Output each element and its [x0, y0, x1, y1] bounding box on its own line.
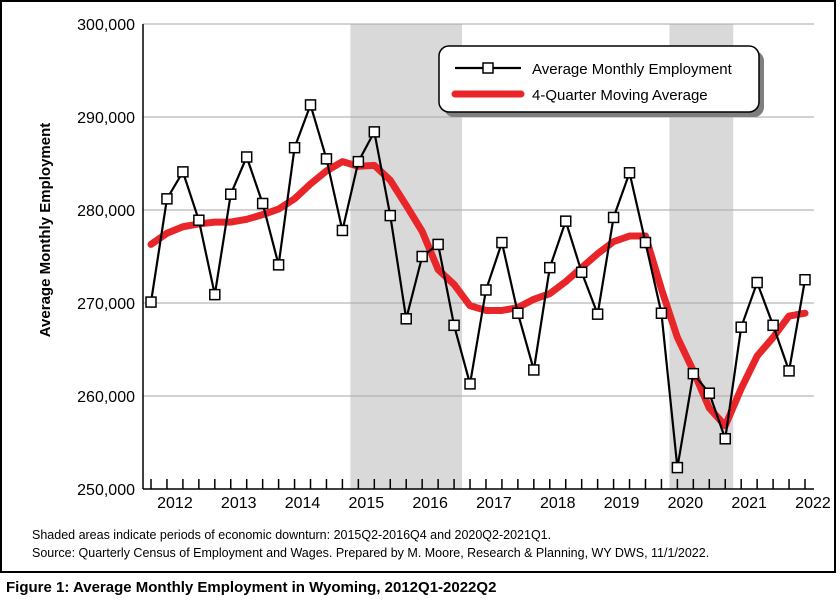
employment-point: [161, 193, 173, 205]
y-tick-label: 250,000: [77, 482, 135, 499]
employment-point: [448, 319, 460, 332]
employment-point: [209, 288, 221, 301]
employment-point: [177, 166, 189, 178]
legend-label-employment: Average Monthly Employment: [532, 61, 733, 78]
employment-point: [368, 126, 381, 138]
employment-point: [384, 209, 397, 222]
employment-point: [512, 307, 524, 319]
employment-point: [735, 321, 747, 333]
employment-point: [703, 387, 716, 399]
employment-point: [240, 151, 253, 163]
employment-point: [464, 378, 476, 390]
employment-point: [320, 153, 333, 165]
x-tick-label: 2017: [476, 495, 512, 512]
x-tick-label: 2021: [731, 495, 767, 512]
x-tick-label: 2013: [221, 495, 257, 512]
employment-point: [416, 250, 428, 263]
employment-point: [304, 99, 317, 111]
legend-label-moving-average: 4-Quarter Moving Average: [532, 87, 708, 104]
series-layer: [145, 99, 811, 474]
x-tick-label: 2020: [668, 495, 704, 512]
x-tick-label: 2022: [795, 495, 831, 512]
employment-point: [432, 238, 444, 251]
chart-frame: 300,000 290,000 280,000 270,000 260,000 250,0…: [0, 0, 836, 573]
employment-point: [336, 224, 349, 237]
y-tick-label: 290,000: [77, 110, 135, 127]
employment-point: [288, 141, 301, 154]
x-tick-label: 2012: [157, 495, 193, 512]
employment-point: [225, 188, 237, 200]
figure-caption: Figure 1: Average Monthly Employment in …: [6, 579, 497, 596]
employment-point: [559, 215, 572, 227]
legend-employment-marker: [482, 62, 494, 74]
employment-point: [799, 274, 811, 286]
employment-point: [575, 266, 588, 279]
x-tick-label: 2016: [412, 495, 448, 512]
employment-point: [655, 307, 668, 319]
x-tick-label: 2019: [604, 495, 640, 512]
y-tick-label: 300,000: [77, 17, 135, 34]
y-axis-label: Average Monthly Employment: [37, 123, 54, 337]
y-tick-label: 270,000: [77, 296, 135, 313]
employment-point: [352, 155, 365, 168]
x-tick-label: 2015: [349, 495, 385, 512]
x-tick-label: 2018: [540, 495, 576, 512]
y-tick-label: 260,000: [77, 389, 135, 406]
employment-point: [783, 365, 795, 377]
x-tick-label: 2014: [285, 495, 321, 512]
employment-point: [719, 433, 731, 445]
employment-point: [400, 313, 412, 325]
employment-point: [639, 236, 652, 249]
employment-point: [591, 308, 604, 320]
employment-point: [751, 276, 763, 289]
axes-layer: 300,000 290,000 280,000 270,000 260,000 250,0…: [77, 17, 831, 512]
employment-point: [145, 296, 157, 308]
employment-point: [480, 284, 492, 296]
employment-point: [528, 364, 540, 376]
employment-point: [687, 367, 700, 380]
employment-chart: 300,000 290,000 280,000 270,000 260,000 250,0…: [37, 17, 831, 512]
source-note: Source: Quarterly Census of Employment a…: [32, 546, 710, 560]
shading-note: Shaded areas indicate periods of economi…: [32, 528, 552, 542]
employment-point: [767, 319, 779, 332]
employment-point: [607, 211, 620, 224]
y-tick-label: 280,000: [77, 203, 135, 220]
employment-point: [623, 167, 636, 179]
employment-point: [671, 461, 684, 474]
employment-point: [272, 259, 285, 271]
employment-point: [256, 197, 269, 210]
employment-point: [544, 261, 556, 274]
employment-point: [193, 214, 205, 226]
employment-point: [496, 236, 508, 249]
legend: Average Monthly Employment 4-Quarter Movi…: [438, 45, 764, 117]
